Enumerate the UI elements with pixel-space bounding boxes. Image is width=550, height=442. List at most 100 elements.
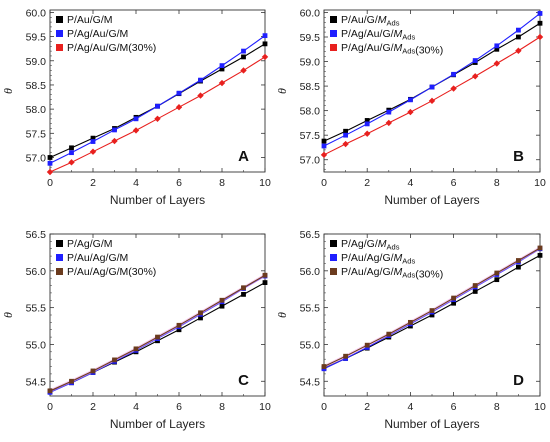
legend-swatch <box>330 30 337 37</box>
x-tick-label: 10 <box>534 177 546 189</box>
data-point <box>47 155 53 160</box>
data-point <box>385 119 392 127</box>
legend-swatch <box>330 268 337 275</box>
x-tick-label: 6 <box>451 177 457 189</box>
legend-swatch <box>56 268 63 275</box>
x-tick-label: 2 <box>364 401 370 413</box>
data-point <box>176 327 182 333</box>
data-point <box>320 151 328 159</box>
data-point <box>429 84 435 90</box>
data-point <box>198 315 203 321</box>
x-tick-label: 6 <box>451 401 457 413</box>
data-point <box>262 33 268 39</box>
panel-letter: A <box>238 148 249 165</box>
data-point <box>516 34 521 40</box>
chart-panel-d: 0 2 4 6 8 10 54.5 55.0 55.5 56.0 56.5 Number of Lay… <box>275 229 546 431</box>
data-point <box>364 130 371 137</box>
series-line <box>49 35 266 164</box>
data-point <box>112 357 117 363</box>
y-tick-label: 55.5 <box>300 303 321 315</box>
legend-swatch <box>330 44 337 51</box>
data-point <box>68 159 75 166</box>
data-point <box>176 322 182 328</box>
x-tick-label: 10 <box>259 401 271 413</box>
data-point <box>407 108 414 116</box>
x-tick-label: 8 <box>494 401 500 413</box>
legend-entry: P/Ag/G/M <box>67 238 113 250</box>
data-point <box>386 331 392 337</box>
data-point <box>364 342 370 348</box>
y-tick-label: 54.5 <box>26 376 47 388</box>
series-line <box>49 56 266 173</box>
x-tick-label: 4 <box>133 401 139 413</box>
y-tick-label: 59.0 <box>300 57 321 69</box>
data-point <box>536 33 544 41</box>
legend-entry: P/Au/G/MAds <box>341 14 400 28</box>
x-tick-label: 8 <box>219 177 225 189</box>
x-tick-label: 2 <box>90 401 96 413</box>
legend-swatch <box>330 254 337 261</box>
y-tick-label: 56.5 <box>300 229 321 241</box>
data-point <box>219 66 225 72</box>
chart-panel-c: 0 2 4 6 8 10 54.5 55.0 55.5 56.0 56.5 Number of Lay… <box>1 229 271 431</box>
chart-panel-b: 0 2 4 6 8 10 57.0 57.5 58.0 58.5 59.0 59.5 60.0 Numbe… <box>275 7 546 207</box>
data-point <box>241 285 246 291</box>
data-point <box>90 139 96 144</box>
y-tick-label: 56.0 <box>26 266 47 278</box>
legend-swatch <box>56 254 63 261</box>
chart-panel-a: 0 2 4 6 8 10 57.0 57.5 58.0 58.5 59.0 59.5 60.0 Numbe… <box>1 7 271 207</box>
data-point <box>450 85 457 92</box>
y-tick-label: 60.0 <box>26 7 47 19</box>
data-point <box>112 127 117 133</box>
y-axis-label: θ <box>275 88 289 94</box>
data-point <box>343 132 348 138</box>
legend-swatch <box>330 240 337 247</box>
data-point <box>537 252 543 258</box>
data-point <box>47 160 53 166</box>
x-tick-label: 10 <box>259 177 271 189</box>
x-axis-label: Number of Layers <box>384 193 479 207</box>
data-point <box>262 41 268 47</box>
legend-swatch <box>56 44 63 51</box>
panel-letter: C <box>238 372 249 389</box>
y-tick-label: 55.5 <box>26 303 47 315</box>
data-point <box>451 295 456 301</box>
panel-letter: D <box>513 372 524 389</box>
legend-swatch <box>56 30 63 37</box>
series-line <box>323 22 541 142</box>
data-point <box>219 297 225 303</box>
legend-entry: P/Ag/Au/G/M <box>67 28 128 40</box>
data-point <box>133 346 139 352</box>
y-tick-label: 56.0 <box>300 266 321 278</box>
y-tick-label: 59.5 <box>26 32 47 44</box>
data-point <box>198 77 203 83</box>
x-axis-label: Number of Layers <box>110 193 205 207</box>
data-point <box>386 109 392 115</box>
data-point <box>429 312 435 318</box>
y-tick-label: 55.0 <box>300 339 321 351</box>
legend-swatch <box>56 240 63 247</box>
data-point <box>261 53 269 61</box>
data-point <box>472 289 478 294</box>
data-point <box>241 48 246 54</box>
data-point <box>516 258 521 263</box>
data-point <box>240 67 247 74</box>
data-point <box>175 104 183 111</box>
data-point <box>262 272 268 278</box>
data-point <box>429 308 435 313</box>
x-tick-label: 2 <box>90 177 96 189</box>
data-point <box>132 127 140 134</box>
x-tick-label: 6 <box>176 177 182 189</box>
data-point <box>472 58 478 63</box>
x-tick-label: 4 <box>407 401 413 413</box>
data-point <box>494 43 500 49</box>
legend-entry: P/Au/G/M <box>67 14 113 26</box>
x-axis-label: Number of Layers <box>110 417 205 431</box>
x-axis-label: Number of Layers <box>384 417 479 431</box>
data-point <box>111 137 118 145</box>
data-point <box>241 291 246 297</box>
data-point <box>515 47 522 54</box>
data-point <box>364 121 370 127</box>
x-tick-label: 4 <box>133 177 139 189</box>
data-point <box>155 334 160 340</box>
